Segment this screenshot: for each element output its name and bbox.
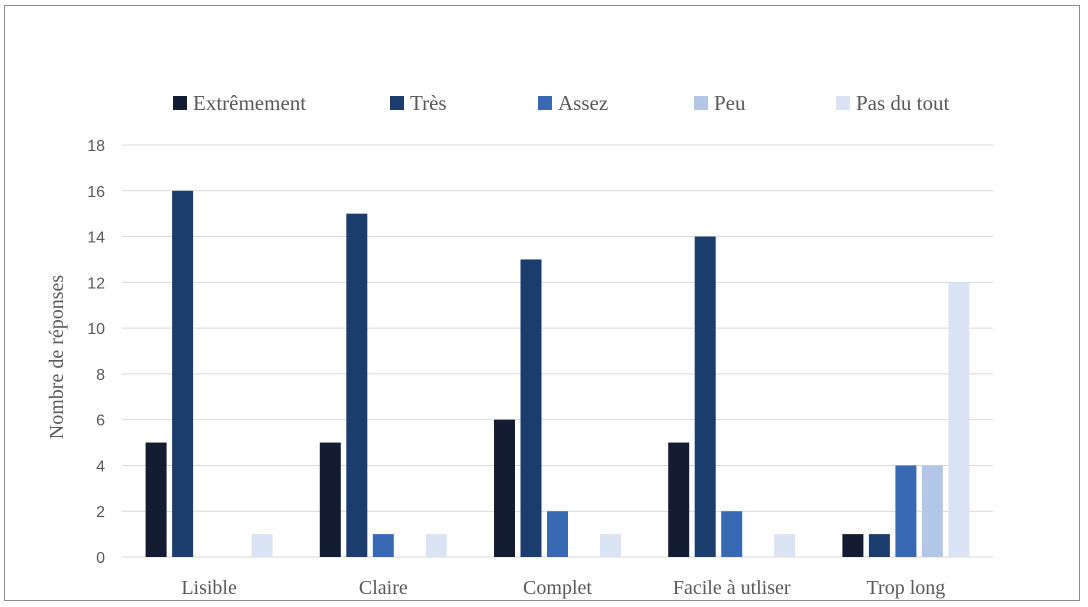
bar-assez-claire	[372, 534, 394, 557]
legend-label-extremement: Extrêmement	[193, 91, 306, 115]
y-axis-title: Nombre de réponses	[46, 275, 68, 440]
legend-swatch-peu	[694, 96, 708, 110]
bar-tres-facile-a-utliser	[694, 236, 716, 558]
bar-extremement-complet	[494, 419, 515, 557]
bar-tres-lisible	[172, 190, 194, 557]
bar-extremement-facile-a-utliser	[668, 442, 690, 557]
legend-label-peu: Peu	[714, 91, 746, 115]
bar-chart: 0 2 4 6 8 10 12 14 16 18 Lisible Claire Complet Faci…	[46, 91, 993, 599]
y-tick-label: 18	[87, 138, 105, 155]
y-tick-label: 4	[96, 458, 105, 475]
bar-pas-du-tout-trop-long	[948, 282, 970, 557]
y-tick-label: 6	[96, 413, 105, 430]
legend-swatch-extremement	[173, 96, 187, 110]
bars	[145, 190, 970, 558]
bar-tres-trop-long	[868, 534, 890, 557]
x-category-label: Trop long	[867, 577, 946, 599]
bar-extremement-claire	[319, 442, 341, 557]
gridlines	[122, 144, 993, 558]
bar-tres-claire	[346, 213, 368, 557]
x-category-label: Complet	[523, 577, 592, 599]
bar-assez-facile-a-utliser	[721, 511, 743, 557]
y-tick-label: 14	[87, 230, 105, 247]
legend-label-assez: Assez	[558, 91, 608, 115]
chart-frame: 0 2 4 6 8 10 12 14 16 18 Lisible Claire Complet Faci…	[4, 5, 1080, 601]
bar-pas-du-tout-complet	[600, 534, 621, 557]
y-axis-ticks: 0 2 4 6 8 10 12 14 16 18	[87, 138, 105, 567]
bar-extremement-trop-long	[842, 534, 864, 557]
bar-extremement-lisible	[145, 442, 167, 557]
legend-swatch-pas-du-tout	[836, 96, 850, 110]
x-category-label: Facile à utliser	[673, 577, 791, 599]
legend: Extrêmement Très Assez Peu Pas du tout	[173, 91, 950, 115]
legend-label-pas-du-tout: Pas du tout	[856, 91, 950, 115]
bar-peu-trop-long	[921, 465, 943, 557]
x-axis-categories: Lisible Claire Complet Facile à utliser Trop…	[181, 577, 945, 599]
legend-swatch-assez	[538, 96, 552, 110]
bar-pas-du-tout-claire	[425, 534, 447, 557]
bar-pas-du-tout-facile-a-utliser	[774, 534, 796, 557]
x-category-label: Claire	[359, 577, 408, 599]
y-tick-label: 10	[87, 321, 105, 338]
legend-swatch-tres	[390, 96, 404, 110]
bar-pas-du-tout-lisible	[251, 534, 273, 557]
bar-assez-trop-long	[895, 465, 917, 557]
y-tick-label: 2	[96, 504, 105, 521]
bar-tres-complet	[520, 259, 542, 557]
y-tick-label: 16	[87, 184, 105, 201]
legend-label-tres: Très	[410, 91, 447, 115]
y-tick-label: 12	[87, 275, 105, 292]
bar-assez-complet	[547, 511, 568, 557]
y-tick-label: 0	[96, 550, 105, 567]
x-category-label: Lisible	[181, 577, 237, 599]
y-tick-label: 8	[96, 367, 105, 384]
